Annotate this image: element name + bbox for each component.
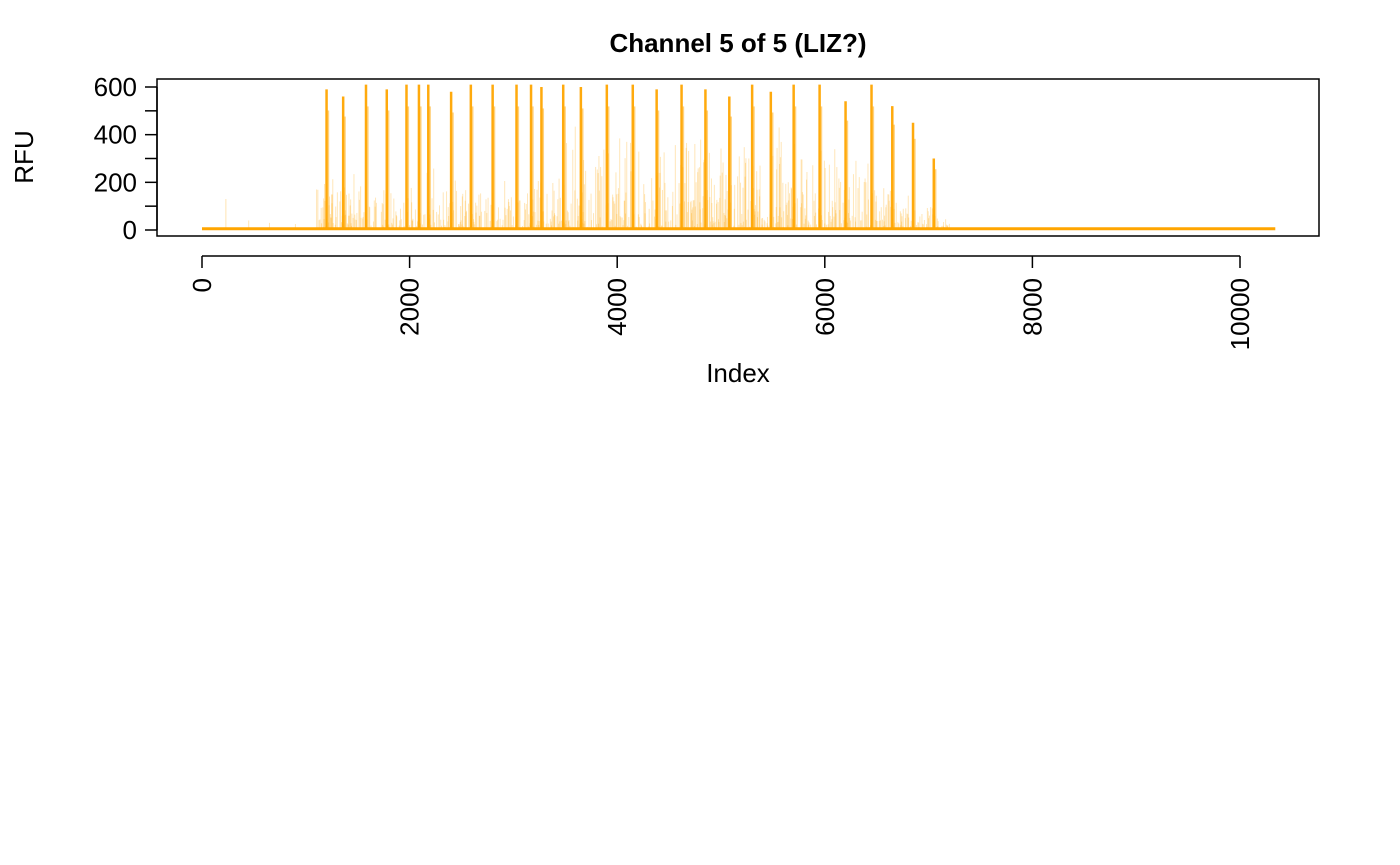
chart-title: Channel 5 of 5 (LIZ?): [609, 28, 866, 58]
y-tick-label: 200: [94, 167, 137, 197]
x-tick-label: 2000: [395, 278, 425, 336]
y-tick-label: 600: [94, 72, 137, 102]
x-tick-label: 8000: [1017, 278, 1047, 336]
x-axis: 0 2000 4000 6000 8000 10000: [187, 255, 1255, 350]
signal-trace: [202, 84, 1276, 231]
x-tick-label: 0: [187, 278, 217, 292]
y-tick-label: 0: [123, 215, 137, 245]
x-tick-label: 6000: [810, 278, 840, 336]
y-axis-label: RFU: [9, 130, 39, 183]
x-axis-label: Index: [706, 358, 770, 388]
y-axis: 0 200 400 600: [94, 72, 158, 245]
x-tick-label: 4000: [602, 278, 632, 336]
y-tick-label: 400: [94, 120, 137, 150]
x-tick-label: 10000: [1225, 278, 1255, 350]
